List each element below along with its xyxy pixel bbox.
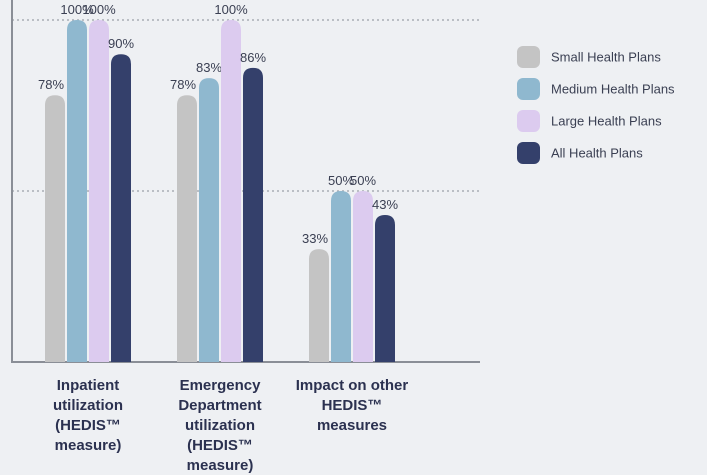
value-label: 90% (108, 36, 134, 51)
value-label: 50% (350, 173, 376, 188)
bar (199, 78, 219, 362)
legend-swatch (517, 142, 540, 164)
value-label: 86% (240, 50, 266, 65)
bar (89, 20, 109, 362)
bar (353, 191, 373, 362)
bar (111, 54, 131, 362)
bar (375, 214, 395, 362)
bar (221, 20, 241, 362)
legend-label: All Health Plans (551, 146, 643, 161)
legend-label: Small Health Plans (551, 50, 661, 65)
legend-label: Large Health Plans (551, 114, 662, 129)
x-tick-label: Impact on other HEDIS™ measures (295, 377, 409, 434)
legend-swatch (517, 78, 540, 100)
bar (45, 95, 65, 363)
legend-label: Medium Health Plans (551, 82, 675, 97)
value-label: 78% (170, 77, 196, 92)
bar (67, 20, 87, 362)
legend-swatch (517, 46, 540, 68)
value-label: 83% (196, 60, 222, 75)
value-label: 43% (372, 197, 398, 212)
x-tick-label: Inpatient utilization (HEDIS™ measure) (53, 377, 123, 454)
value-label: 33% (302, 231, 328, 246)
value-label: 78% (38, 77, 64, 92)
bar (243, 67, 263, 362)
value-label: 100% (60, 2, 94, 17)
value-label: 100% (82, 2, 116, 17)
x-tick-label: Emergency Department utilization (HEDIS™… (178, 377, 262, 474)
bar (309, 249, 329, 362)
legend-swatch (517, 110, 540, 132)
value-label: 50% (328, 173, 354, 188)
value-label: 100% (214, 2, 248, 17)
bar (177, 95, 197, 363)
bar (331, 191, 351, 362)
